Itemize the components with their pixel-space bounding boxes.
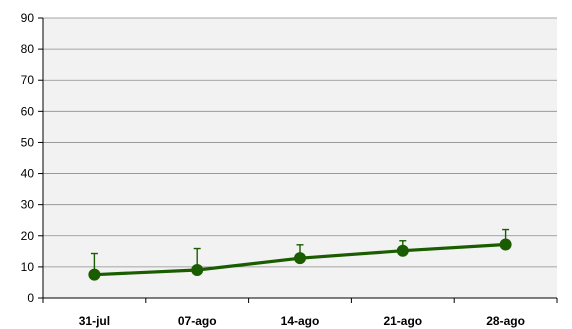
data-point	[88, 268, 101, 281]
y-tick-label: 50	[21, 135, 35, 149]
x-tick-label: 31-jul	[79, 314, 110, 328]
data-point	[191, 264, 204, 276]
y-tick-label: 10	[21, 260, 35, 274]
x-tick-label: 14-ago	[281, 314, 320, 328]
y-tick-label: 40	[21, 167, 35, 181]
x-tick-label: 28-ago	[486, 314, 525, 328]
y-tick-label: 20	[21, 229, 35, 243]
series	[88, 238, 512, 281]
x-tick-label: 21-ago	[383, 314, 422, 328]
data-point	[396, 244, 409, 257]
axes	[38, 17, 558, 303]
y-tick-labels: 0 10 20 30 40 50 60 70 80 90	[21, 11, 35, 305]
y-tick-label: 60	[21, 104, 35, 118]
y-tick-label: 70	[21, 73, 35, 87]
y-tick-label: 90	[21, 11, 35, 25]
data-point	[499, 238, 512, 251]
y-tick-label: 0	[27, 291, 34, 305]
x-tick-label: 07-ago	[178, 314, 217, 328]
data-point	[294, 252, 306, 265]
gridlines	[43, 17, 557, 268]
y-tick-label: 30	[21, 198, 35, 212]
x-tick-labels: 31-jul 07-ago 14-ago 21-ago 28-ago	[79, 314, 525, 328]
y-tick-label: 80	[21, 42, 35, 56]
